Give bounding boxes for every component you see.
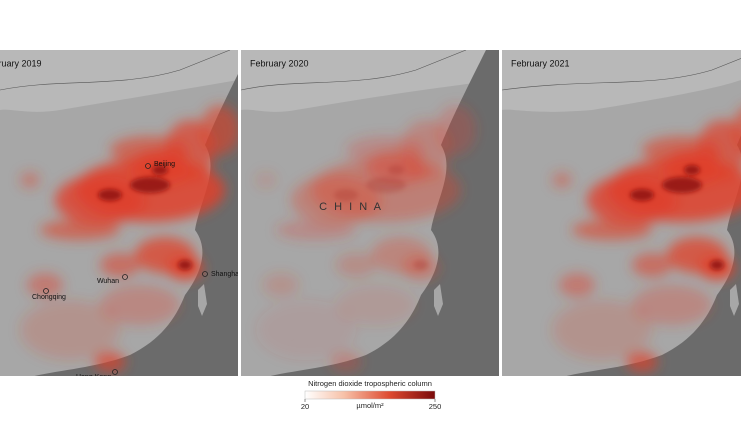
no2-core — [388, 165, 404, 175]
no2-blob — [276, 220, 356, 240]
sea — [502, 135, 741, 376]
taiwan — [730, 284, 739, 316]
north-region — [0, 50, 238, 112]
no2-blob — [587, 175, 677, 225]
no2-blob — [200, 105, 238, 155]
country-label: C H I N A — [319, 201, 383, 213]
city-marker — [202, 271, 208, 277]
colorbar-label: 250 — [429, 402, 442, 411]
no2-blob — [100, 285, 180, 325]
no2-blob — [559, 273, 595, 297]
no2-core — [366, 177, 406, 193]
no2-blob — [20, 300, 120, 360]
no2-core — [662, 177, 702, 193]
city-label: Beijing — [154, 161, 175, 168]
no2-blob — [100, 253, 140, 277]
no2-core — [130, 177, 170, 193]
city-marker — [112, 369, 118, 375]
no2-blob — [20, 172, 40, 188]
map-panel: February 2019 Beijing Shanghai Wuhan Chongqi… — [0, 50, 241, 381]
north-region — [502, 50, 741, 112]
no2-blob — [40, 220, 120, 240]
no2-blob — [110, 136, 190, 164]
no2-core — [630, 189, 654, 201]
city-marker — [43, 288, 49, 294]
no2-core — [684, 165, 700, 175]
sea — [0, 74, 238, 376]
no2-cores — [334, 165, 428, 270]
city-marker — [145, 163, 151, 169]
no2-core — [152, 165, 168, 175]
no2-blob — [632, 285, 712, 325]
no2-blob — [330, 352, 362, 372]
city-label: Wuhan — [97, 278, 119, 285]
no2-blob — [552, 300, 652, 360]
map-panel: February 2020 C H I N A — [241, 50, 499, 376]
no2-core — [178, 260, 192, 270]
no2-cores — [630, 165, 724, 270]
no2-blob — [572, 220, 652, 240]
no2-blob — [436, 105, 476, 155]
no2-blob — [732, 109, 741, 151]
border — [0, 50, 231, 91]
no2-blob — [642, 136, 722, 164]
legend-title: Nitrogen dioxide tropospheric column — [308, 379, 432, 388]
no2-blob — [336, 285, 416, 325]
no2-core — [710, 260, 724, 270]
colorbar — [304, 390, 436, 400]
border — [241, 50, 467, 91]
no2-blob — [552, 172, 572, 188]
no2-blob — [291, 175, 381, 225]
taiwan — [198, 284, 207, 316]
no2-blob — [632, 253, 672, 277]
map-panel: February 2021 — [502, 50, 741, 376]
no2-blob — [27, 273, 63, 297]
no2-blob — [94, 352, 126, 372]
no2-blob — [336, 253, 376, 277]
north-region — [241, 50, 499, 112]
no2-blob — [256, 300, 356, 360]
no2-blob — [626, 352, 658, 372]
no2-core — [414, 260, 428, 270]
panel-title: February 2019 — [0, 58, 42, 68]
no2-blob — [263, 273, 299, 297]
panel-title: February 2020 — [250, 58, 309, 68]
no2-cores — [98, 165, 192, 270]
city-label: Shanghai — [211, 271, 241, 278]
panel-title: February 2021 — [511, 58, 570, 68]
legend-unit: µmol/m² — [356, 401, 384, 410]
legend: Nitrogen dioxide tropospheric column µmo… — [301, 379, 441, 411]
city-label: Chongqing — [32, 294, 66, 301]
no2-blob — [256, 172, 276, 188]
city-label: Hong Kong — [76, 374, 111, 381]
no2-core — [98, 189, 122, 201]
taiwan — [434, 284, 443, 316]
colorbar-label: 20 — [301, 402, 309, 411]
city-marker — [122, 274, 128, 280]
no2-blob — [346, 136, 426, 164]
no2-blob — [55, 175, 145, 225]
no2-core — [334, 189, 358, 201]
border — [502, 58, 741, 91]
panels: February 2019 Beijing Shanghai Wuhan Chongqi… — [0, 50, 741, 381]
